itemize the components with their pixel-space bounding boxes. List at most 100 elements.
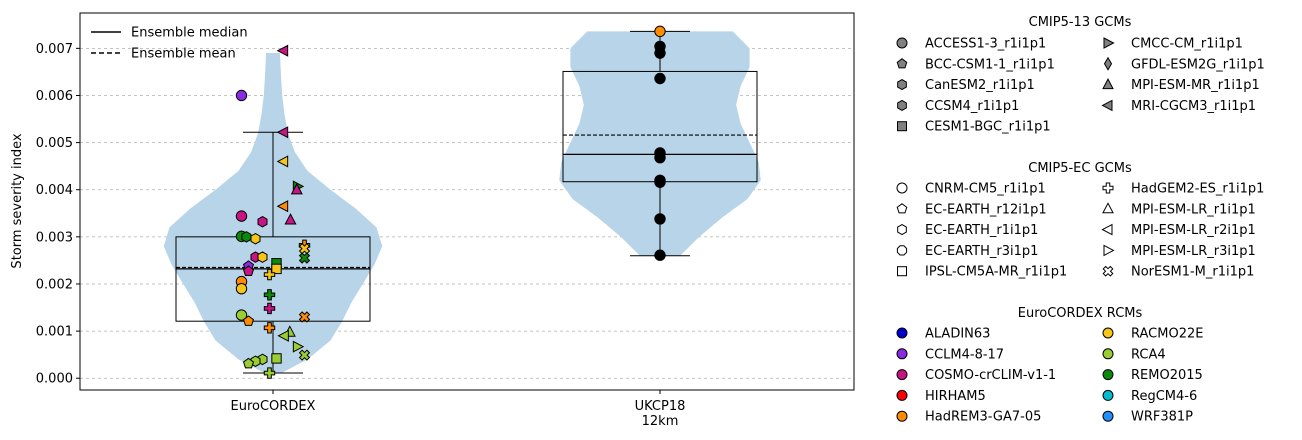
eurocordex-point (235, 210, 248, 222)
legend-marker (896, 203, 908, 214)
legend-label: HadREM3-GA7-05 (925, 410, 1041, 425)
eurocordex-point (241, 231, 252, 243)
eurocordex-point (235, 282, 248, 295)
y-axis-ticks: 0.000 0.001 0.002 0.003 0.004 0.005 0.006 0.007 (36, 42, 80, 387)
legend-label: MPI-ESM-LR_r3i1p1 (1131, 244, 1256, 259)
legend-label: CNRM-CM5_r1i1p1 (925, 182, 1046, 197)
legend-marker (1102, 410, 1114, 422)
eurocordex-point (242, 315, 255, 326)
legend-marker (896, 182, 908, 194)
legend-marker (896, 389, 908, 401)
summary-legend-label: Ensemble mean (131, 47, 236, 62)
legend-label: WRF381P (1131, 410, 1193, 425)
legend-label: ALADIN63 (925, 327, 990, 342)
legend-label: COSMO-crCLIM-v1-1 (925, 368, 1056, 383)
eurocordex-point (242, 357, 255, 369)
legend-label: IPSL-CM5A-MR_r1i1p1 (925, 265, 1067, 280)
y-axis-label: Storm severity index (10, 133, 25, 268)
ukcp18-point (654, 25, 666, 38)
legend-label: RACMO22E (1131, 327, 1203, 342)
eurocordex-point (276, 126, 289, 139)
eurocordex-point (235, 89, 248, 102)
eurocordex-point (250, 232, 261, 245)
x-tick-label: UKCP18 (635, 399, 686, 414)
eurocordex-point (298, 252, 311, 264)
eurocordex-point (298, 349, 311, 361)
model-points (235, 25, 666, 379)
legend-marker (896, 369, 908, 381)
legend-marker (1102, 182, 1114, 194)
legend-marker (1102, 265, 1114, 277)
legend-marker (1102, 389, 1114, 401)
legend-label: ACCESS1-3_r1i1p1 (925, 37, 1046, 52)
ukcp18-point (654, 176, 666, 188)
plot-frame (79, 12, 855, 391)
eurocordex-point (298, 311, 311, 323)
legend-marker (896, 410, 908, 422)
model-legends: CMIP5-13 GCMs ACCESS1-3_r1i1p1 BCC-CSM1-1_… (896, 15, 1265, 425)
eurocordex-point (292, 340, 305, 353)
legend-marker (1102, 369, 1114, 381)
eurocordex-point (271, 353, 282, 364)
eurocordex-point-shape (298, 252, 311, 264)
legend-marker (1101, 99, 1113, 112)
legend-marker (1102, 327, 1114, 339)
legend-marker (1103, 37, 1115, 49)
legend-marker-shape (1102, 265, 1114, 277)
legend-label: EC-EARTH_r3i1p1 (925, 244, 1038, 259)
box-iqr (175, 236, 371, 322)
y-tick-label: 0.004 (36, 183, 73, 198)
legend-label: CCLM4-8-17 (925, 347, 1004, 362)
eurocordex-point (276, 44, 289, 57)
legend-marker (1101, 223, 1113, 236)
summary-legend-label: Ensemble median (131, 26, 248, 41)
legend-marker (896, 58, 908, 69)
legend-title: CMIP5-13 GCMs (1029, 15, 1132, 30)
legend-marker (1102, 202, 1114, 214)
legend-label: HIRHAM5 (925, 389, 986, 404)
legend-title: CMIP5-EC GCMs (1028, 161, 1132, 176)
legend-label: EC-EARTH_r12i1p1 (925, 202, 1047, 217)
y-tick-label: 0.005 (36, 136, 73, 151)
eurocordex-point (242, 265, 255, 276)
legend-marker (897, 266, 907, 277)
eurocordex-point (263, 367, 276, 379)
eurocordex-point (276, 155, 289, 168)
y-tick-label: 0.007 (36, 42, 73, 57)
legend-label: CESM1-BGC_r1i1p1 (925, 120, 1051, 135)
eurocordex-point (263, 268, 276, 281)
eurocordex-point (263, 322, 276, 334)
legend-label: REMO2015 (1131, 368, 1203, 383)
ukcp18-point (654, 47, 666, 59)
eurocordex-point (276, 200, 289, 213)
eurocordex-point-shape (298, 311, 311, 323)
legend-label: MPI-ESM-LR_r1i1p1 (1131, 202, 1256, 217)
legend-marker (896, 245, 908, 256)
legend-label: GFDL-ESM2G_r1i1p1 (1131, 57, 1265, 72)
eurocordex-point (235, 309, 248, 321)
eurocordex-point (263, 302, 276, 315)
legend-marker (1103, 56, 1113, 71)
summary-legend: Ensemble median Ensemble mean (91, 26, 248, 62)
legend-label: MRI-CGCM3_r1i1p1 (1131, 99, 1256, 114)
y-tick-label: 0.000 (36, 372, 73, 387)
eurocordex-point (271, 263, 282, 275)
legend-marker (1102, 348, 1114, 360)
violin-body (559, 31, 761, 256)
eurocordex-point-shape (298, 349, 311, 361)
legend-label: HadGEM2-ES_r1i1p1 (1131, 182, 1264, 197)
x-tick-label: EuroCORDEX (231, 399, 316, 414)
ukcp18-point (654, 151, 666, 164)
legend-marker (896, 37, 908, 49)
legend-label: MPI-ESM-MR_r1i1p1 (1131, 78, 1260, 93)
legend-marker (897, 99, 907, 111)
legend-marker (897, 224, 907, 236)
legend-marker (897, 79, 907, 91)
legend-marker (897, 121, 907, 132)
ukcp18-point (654, 72, 666, 85)
legend-label: NorESM1-M_r1i1p1 (1131, 265, 1254, 280)
eurocordex-point (284, 213, 297, 225)
legend-marker (1103, 244, 1115, 257)
y-tick-label: 0.003 (36, 230, 73, 245)
